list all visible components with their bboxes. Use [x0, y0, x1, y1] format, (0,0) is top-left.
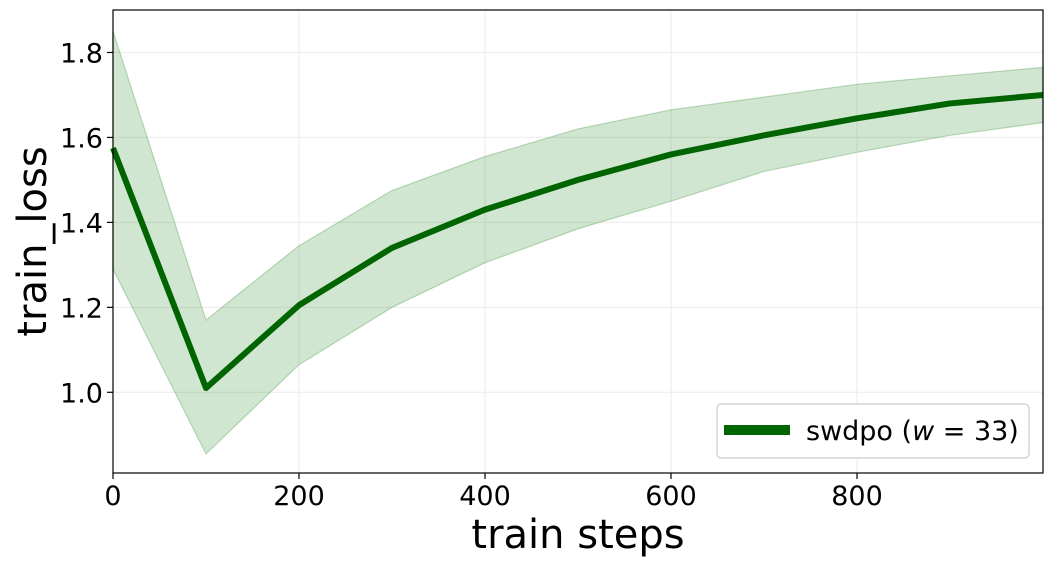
confidence-band	[112, 31, 1044, 455]
y-tick-label: 1.2	[60, 293, 103, 324]
grid-lines	[112, 10, 1043, 473]
y-tick-label: 1.4	[60, 208, 103, 239]
y-axis-title: train_loss	[10, 146, 56, 336]
x-axis-title: train steps	[471, 512, 684, 558]
y-axis-ticks: 1.0 1.2 1.4 1.6 1.8	[60, 38, 113, 409]
x-tick-label: 400	[459, 481, 511, 512]
legend-box	[716, 403, 1030, 459]
legend: swdpo (w = 33)	[716, 403, 1030, 459]
x-tick-label: 600	[645, 481, 697, 512]
x-tick-label: 200	[273, 481, 325, 512]
y-tick-label: 1.0	[60, 378, 103, 409]
legend-label-variable: w	[912, 416, 935, 447]
x-tick-label: 0	[104, 481, 121, 512]
series-line	[110, 91, 1044, 392]
x-axis-ticks: 0 200 400 600 800	[104, 473, 883, 512]
legend-label: swdpo (w = 33)	[806, 416, 1019, 447]
y-tick-label: 1.6	[60, 123, 103, 154]
x-tick-label: 800	[831, 481, 883, 512]
plot-frame	[112, 9, 1044, 474]
y-tick-label: 1.8	[60, 38, 103, 69]
legend-label-prefix: swdpo (	[806, 416, 912, 447]
legend-label-suffix: = 33)	[934, 416, 1019, 447]
